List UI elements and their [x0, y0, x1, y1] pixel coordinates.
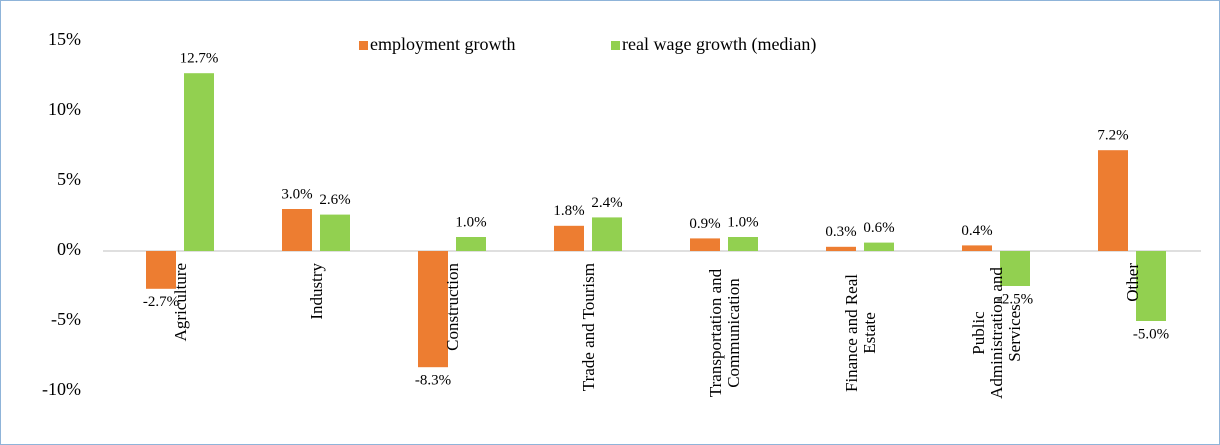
value-label: 2.6%: [319, 192, 350, 208]
value-label: 0.9%: [689, 216, 720, 232]
value-label: 2.4%: [591, 195, 622, 211]
x-tick-label: Construction: [443, 263, 462, 351]
value-label: 12.7%: [180, 51, 219, 67]
value-label: -8.3%: [415, 373, 451, 389]
value-label: 1.0%: [727, 214, 758, 230]
bar: [146, 251, 176, 289]
value-label: -2.7%: [143, 294, 179, 310]
bar: [962, 245, 992, 251]
x-tick-label: Industry: [307, 263, 326, 320]
x-tick-label: Agriculture: [171, 263, 190, 342]
y-tick-label: 0%: [57, 239, 81, 259]
value-label: -5.0%: [1133, 326, 1169, 342]
x-tick-label: Other: [1123, 263, 1142, 302]
bar: [1000, 251, 1030, 286]
bar: [320, 214, 350, 251]
bar: [418, 251, 448, 368]
bar: [184, 73, 214, 251]
bar: [456, 237, 486, 251]
x-tick-label: Trade and Tourism: [579, 263, 598, 392]
legend-swatch: [611, 41, 620, 50]
value-label: 1.8%: [553, 203, 584, 219]
value-label: 0.4%: [961, 223, 992, 239]
bar: [1098, 150, 1128, 251]
legend-label: employment growth: [370, 34, 515, 54]
legend-swatch: [359, 41, 368, 50]
bar: [826, 246, 856, 251]
x-tick-label: Transportation and Communication: [706, 268, 743, 398]
value-label: 3.0%: [281, 186, 312, 202]
value-label: -2.5%: [997, 291, 1033, 307]
bar: [1136, 251, 1166, 321]
bar: [282, 209, 312, 251]
bar: [728, 237, 758, 251]
legend-label: real wage growth (median): [622, 34, 816, 55]
bar: [864, 242, 894, 251]
y-tick-label: 15%: [48, 29, 81, 49]
y-tick-label: -5%: [51, 309, 81, 329]
x-tick-label: Finance and Real Estate: [842, 274, 879, 393]
value-label: 0.3%: [825, 224, 856, 240]
value-label: 1.0%: [455, 214, 486, 230]
y-tick-label: 5%: [57, 169, 81, 189]
value-label: 0.6%: [863, 220, 894, 236]
bar: [592, 217, 622, 251]
x-tick-label: Public Administration and Services: [969, 267, 1024, 399]
y-tick-label: -10%: [42, 379, 81, 399]
value-label: 7.2%: [1097, 128, 1128, 144]
y-tick-label: 10%: [48, 99, 81, 119]
bar: [554, 225, 584, 251]
bar: [690, 238, 720, 251]
